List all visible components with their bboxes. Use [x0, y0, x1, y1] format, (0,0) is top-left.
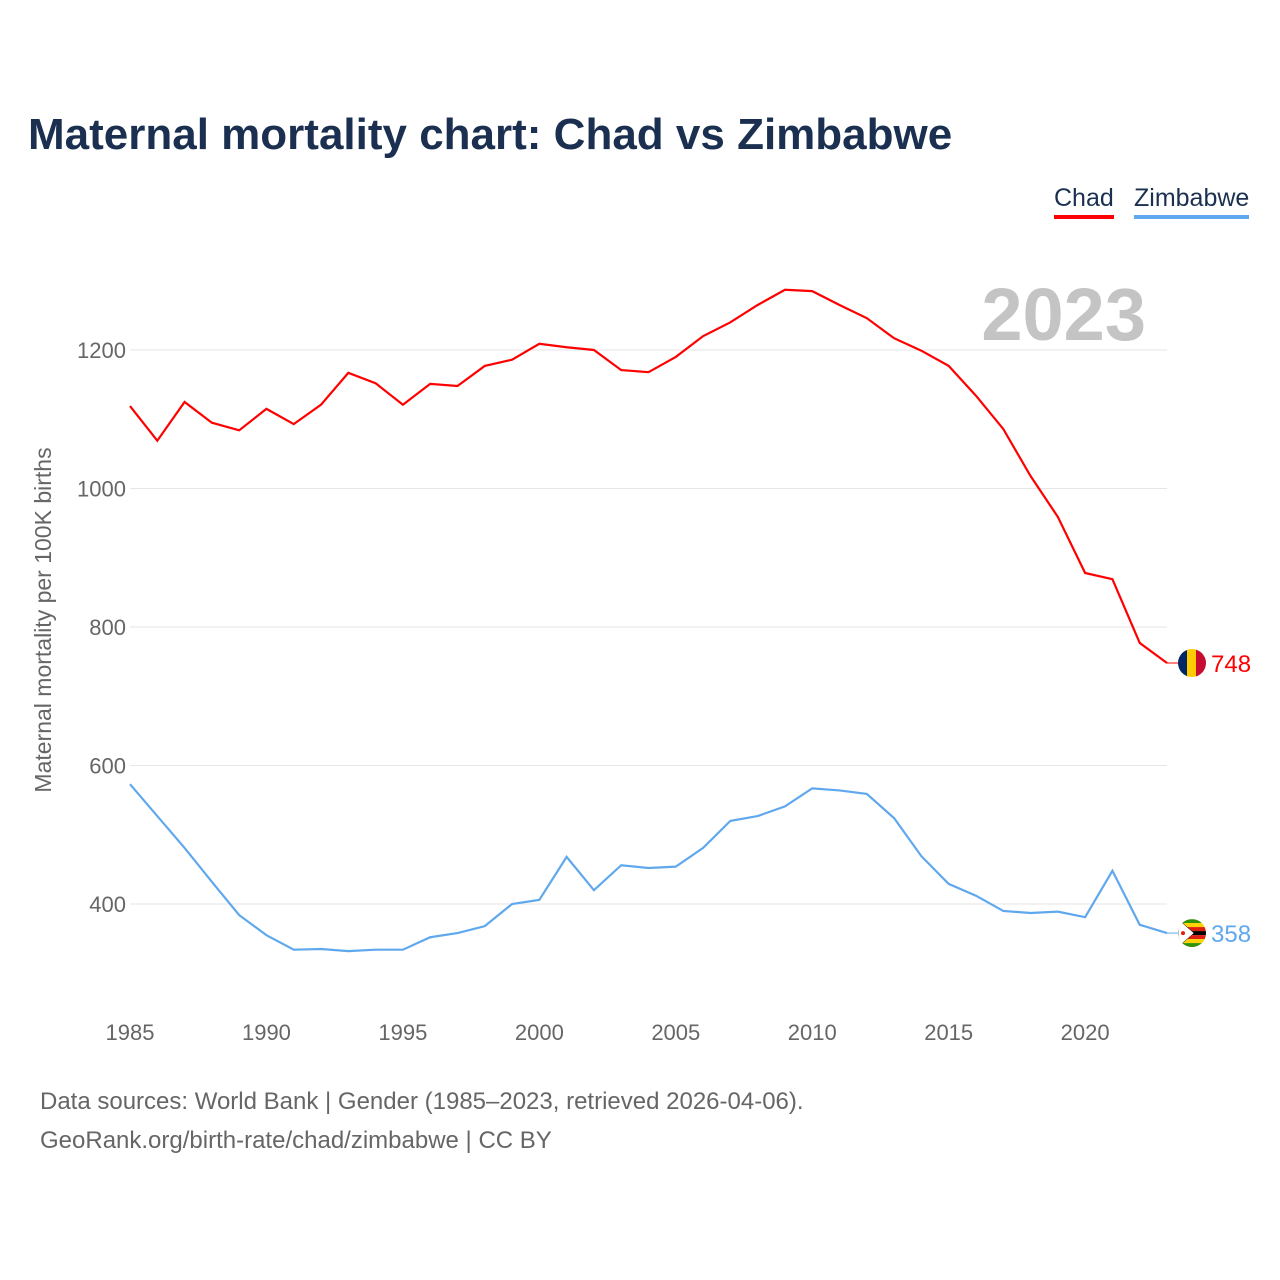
x-tick-label: 1990	[242, 1020, 291, 1045]
y-tick-label: 600	[89, 754, 126, 779]
x-tick-label: 1995	[378, 1020, 427, 1045]
y-tick-label: 1000	[77, 477, 126, 502]
footer-sources: Data sources: World Bank | Gender (1985–…	[40, 1088, 804, 1115]
chad-flag-icon	[1178, 649, 1206, 678]
x-tick-label: 1985	[106, 1020, 155, 1045]
end-value-chad: 748	[1211, 651, 1251, 678]
legend-chad[interactable]: Chad	[1054, 184, 1114, 219]
chart-title: Maternal mortality chart: Chad vs Zimbab…	[28, 110, 953, 159]
footer-link[interactable]: GeoRank.org/birth-rate/chad/zimbabwe | C…	[40, 1127, 552, 1154]
series-line-zimbabwe	[129, 783, 1168, 953]
x-tick-label: 2020	[1061, 1020, 1110, 1045]
y-axis-label: Maternal mortality per 100K births	[30, 447, 56, 792]
legend-zimbabwe[interactable]: Zimbabwe	[1134, 184, 1250, 219]
y-tick-label: 1200	[77, 338, 126, 363]
x-tick-label: 2015	[924, 1020, 973, 1045]
y-tick-label: 400	[89, 892, 126, 917]
y-tick-label: 800	[89, 615, 126, 640]
x-tick-label: 2000	[515, 1020, 564, 1045]
x-tick-label: 2010	[788, 1020, 837, 1045]
series-line-chad	[129, 288, 1168, 664]
x-tick-label: 2005	[651, 1020, 700, 1045]
year-label: 2023	[981, 273, 1146, 356]
zimbabwe-flag-icon	[1178, 919, 1206, 948]
end-value-zimbabwe: 358	[1211, 921, 1251, 948]
